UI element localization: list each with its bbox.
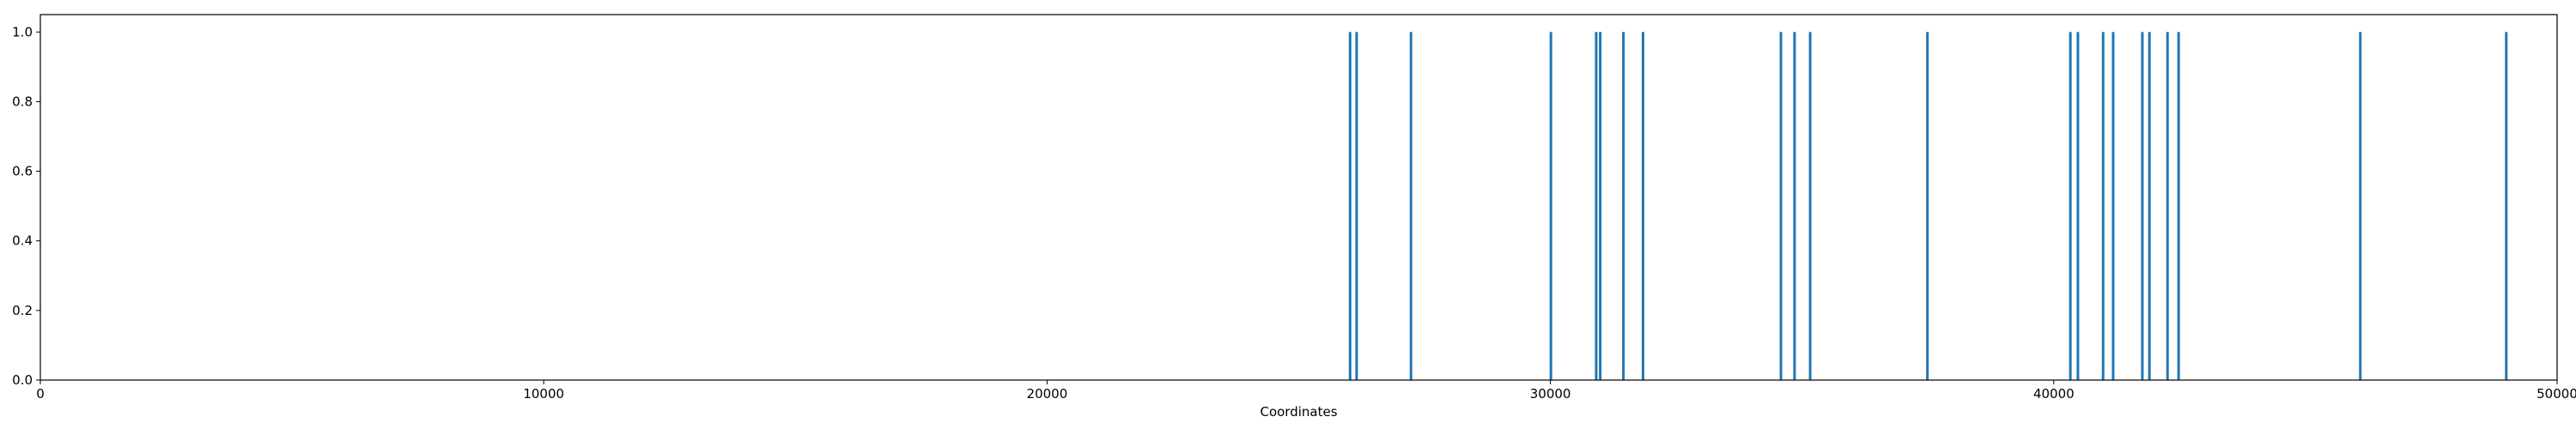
bars-group [1348, 32, 2508, 380]
bar-15 [2111, 32, 2115, 380]
bar-3 [1549, 32, 1552, 380]
bar-19 [2177, 32, 2180, 380]
x-tick-label-4: 40000 [2033, 386, 2075, 402]
bar-8 [1779, 32, 1783, 380]
bar-2 [1409, 32, 1413, 380]
x-tick-label-5: 50000 [2537, 386, 2576, 402]
plot-frame [39, 14, 2558, 381]
bar-16 [2141, 32, 2144, 380]
bar-17 [2148, 32, 2151, 380]
bar-10 [1808, 32, 1812, 380]
bar-1 [1355, 32, 1358, 380]
bar-0 [1348, 32, 1352, 380]
bar-9 [1793, 32, 1796, 380]
bar-7 [1641, 32, 1644, 380]
bar-5 [1599, 32, 1602, 380]
y-tick-label-4: 0.8 [12, 94, 33, 109]
y-tick-label-3: 0.6 [12, 164, 33, 179]
bar-11 [1926, 32, 1929, 380]
x-tick-label-1: 10000 [523, 386, 564, 402]
bar-13 [2076, 32, 2080, 380]
y-tick-label-5: 1.0 [12, 24, 33, 39]
x-tick-label-0: 0 [36, 386, 45, 402]
y-tick-label-1: 0.2 [12, 303, 33, 318]
x-tick-label-2: 20000 [1027, 386, 1068, 402]
bar-14 [2101, 32, 2105, 380]
y-tick-label-2: 0.4 [12, 233, 33, 249]
x-axis-label: Coordinates [1260, 404, 1337, 420]
bar-20 [2359, 32, 2362, 380]
x-tick-label-3: 30000 [1530, 386, 1571, 402]
bar-21 [2505, 32, 2508, 380]
y-tick-label-0: 0.0 [12, 372, 33, 388]
bar-4 [1595, 32, 1598, 380]
bar-18 [2166, 32, 2169, 380]
bar-12 [2069, 32, 2072, 380]
y-axis-ticks: 0.0 0.2 0.4 0.6 0.8 1.0 [12, 24, 40, 388]
axes-frame [39, 14, 2558, 381]
x-axis-ticks: 0 10000 20000 30000 40000 50000 [36, 380, 2576, 402]
bar-6 [1622, 32, 1625, 380]
